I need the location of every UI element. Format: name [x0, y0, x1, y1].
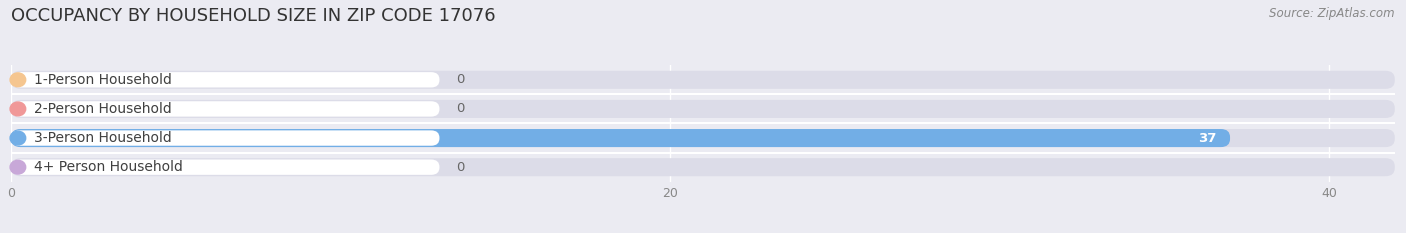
FancyBboxPatch shape [11, 160, 440, 175]
FancyBboxPatch shape [11, 130, 440, 146]
Text: 0: 0 [456, 73, 464, 86]
FancyBboxPatch shape [11, 158, 1395, 176]
Circle shape [10, 73, 25, 87]
FancyBboxPatch shape [11, 129, 1395, 147]
Text: Source: ZipAtlas.com: Source: ZipAtlas.com [1270, 7, 1395, 20]
Text: 0: 0 [456, 103, 464, 115]
Circle shape [10, 102, 25, 116]
Text: 2-Person Household: 2-Person Household [34, 102, 172, 116]
Text: 3-Person Household: 3-Person Household [34, 131, 172, 145]
FancyBboxPatch shape [11, 101, 440, 116]
Text: 0: 0 [456, 161, 464, 174]
Text: 37: 37 [1198, 132, 1216, 144]
Text: 1-Person Household: 1-Person Household [34, 73, 173, 87]
Circle shape [10, 160, 25, 174]
FancyBboxPatch shape [11, 71, 1395, 89]
FancyBboxPatch shape [11, 100, 1395, 118]
FancyBboxPatch shape [11, 72, 440, 87]
FancyBboxPatch shape [11, 129, 1230, 147]
Text: OCCUPANCY BY HOUSEHOLD SIZE IN ZIP CODE 17076: OCCUPANCY BY HOUSEHOLD SIZE IN ZIP CODE … [11, 7, 496, 25]
Circle shape [10, 131, 25, 145]
Text: 4+ Person Household: 4+ Person Household [34, 160, 183, 174]
